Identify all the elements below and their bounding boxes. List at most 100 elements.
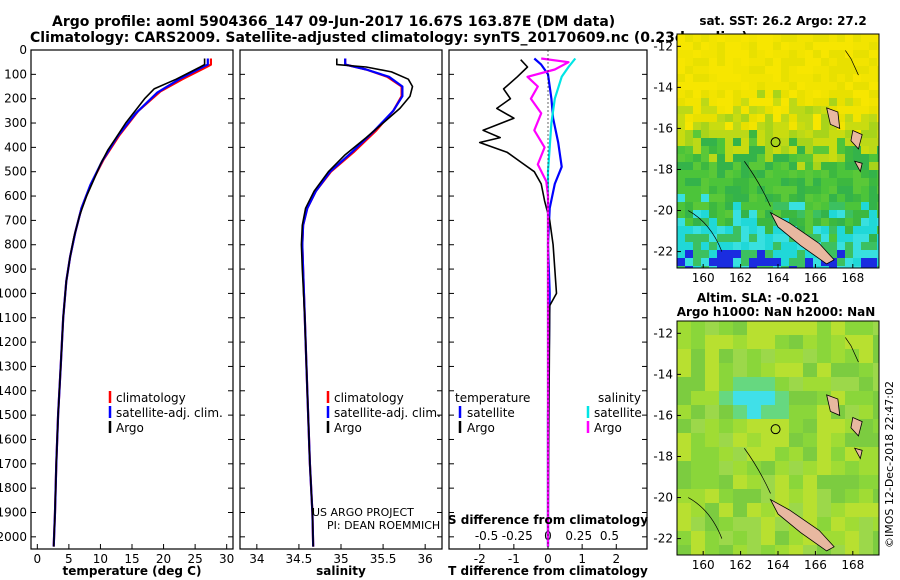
map-cell: [685, 266, 694, 268]
reef-outline: [744, 448, 771, 494]
map-cell: [861, 74, 870, 83]
map-cell: [733, 146, 742, 155]
map-cell: [685, 170, 694, 179]
map-cell: [717, 106, 726, 115]
map-cell: [733, 503, 748, 518]
map-cell: [817, 419, 832, 434]
map-cell: [789, 122, 798, 131]
map-cell: [741, 218, 750, 227]
legend-salinity-title: salinity: [598, 391, 641, 405]
map-cell: [691, 363, 706, 378]
temperature-panel-frame: [30, 49, 234, 550]
map-cell: [817, 321, 832, 336]
map-cell: [837, 170, 846, 179]
map-cell: [757, 226, 766, 235]
map-cell: [747, 321, 762, 336]
map-cell: [789, 82, 798, 91]
map-cell: [701, 250, 710, 259]
map-cell: [859, 503, 874, 518]
map-cell: [757, 74, 766, 83]
map-cell: [725, 34, 734, 43]
map-cell: [813, 138, 822, 147]
map-cell: [803, 349, 818, 364]
map-cell: [741, 178, 750, 187]
map-cell: [749, 98, 758, 107]
map-cell: [709, 146, 718, 155]
map-cell: [829, 250, 838, 259]
depth-tick-label: 1700: [0, 457, 27, 471]
map-cell: [773, 58, 782, 67]
map-cell: [747, 461, 762, 476]
map-cell: [853, 258, 862, 267]
map-cell: [691, 545, 706, 555]
map-cell: [757, 146, 766, 155]
map-cell: [757, 162, 766, 171]
map-cell: [789, 178, 798, 187]
map-cell: [837, 34, 846, 43]
map-cell: [733, 74, 742, 83]
legend-satellite-label: satellite-adj. clim.: [116, 406, 223, 420]
map-cell: [803, 447, 818, 462]
map-cell: [845, 146, 854, 155]
salinity-difference-xlabel: S difference from climatology: [448, 513, 648, 527]
map-cell: [705, 531, 720, 546]
map-cell: [797, 98, 806, 107]
map-cell: [719, 503, 734, 518]
map-cell: [805, 170, 814, 179]
map-cell: [765, 114, 774, 123]
map-cell: [691, 405, 706, 420]
map-cell: [873, 363, 879, 378]
map-cell: [719, 461, 734, 476]
map-cell: [837, 50, 846, 59]
map-cell: [845, 66, 854, 75]
map-cell: [837, 218, 846, 227]
map-cell: [717, 90, 726, 99]
map-cell: [789, 363, 804, 378]
map-cell: [705, 517, 720, 532]
map-cell: [877, 90, 879, 99]
map-cell: [717, 202, 726, 211]
map-cell: [757, 42, 766, 51]
map-cell: [803, 419, 818, 434]
map-cell: [691, 433, 706, 448]
map-cell: [845, 218, 854, 227]
map-cell: [725, 242, 734, 251]
map-cell: [877, 146, 879, 155]
map-cell: [805, 154, 814, 163]
x-tick-label: 34: [249, 552, 264, 566]
map-cell: [733, 266, 742, 268]
map-cell: [709, 250, 718, 259]
map-cell: [837, 114, 846, 123]
map-cell: [789, 349, 804, 364]
legend-s-argo-label: Argo: [594, 421, 622, 435]
map-cell: [789, 531, 804, 546]
map-cell: [709, 122, 718, 131]
map-cell: [733, 58, 742, 67]
map-cell: [685, 90, 694, 99]
map-cell: [829, 138, 838, 147]
map-cell: [701, 210, 710, 219]
map-cell: [761, 461, 776, 476]
map-cell: [869, 82, 878, 91]
map-cell: [789, 194, 798, 203]
map-cell: [717, 34, 726, 43]
map-cell: [749, 114, 758, 123]
map-cell: [701, 130, 710, 139]
map-cell: [877, 218, 879, 227]
map-cell: [797, 114, 806, 123]
map-cell: [685, 58, 694, 67]
map-cell: [859, 475, 874, 490]
map-cell: [789, 242, 798, 251]
series-line-s-argo: [526, 57, 570, 547]
map-cell: [821, 58, 830, 67]
map-cell: [773, 250, 782, 259]
map-cell: [821, 266, 830, 268]
map-cell: [789, 405, 804, 420]
map-cell: [749, 218, 758, 227]
map-cell: [757, 266, 766, 268]
map-cell: [691, 517, 706, 532]
map-cell: [773, 34, 782, 43]
map-cell: [757, 170, 766, 179]
map-cell: [873, 335, 879, 350]
map-cell: [837, 226, 846, 235]
